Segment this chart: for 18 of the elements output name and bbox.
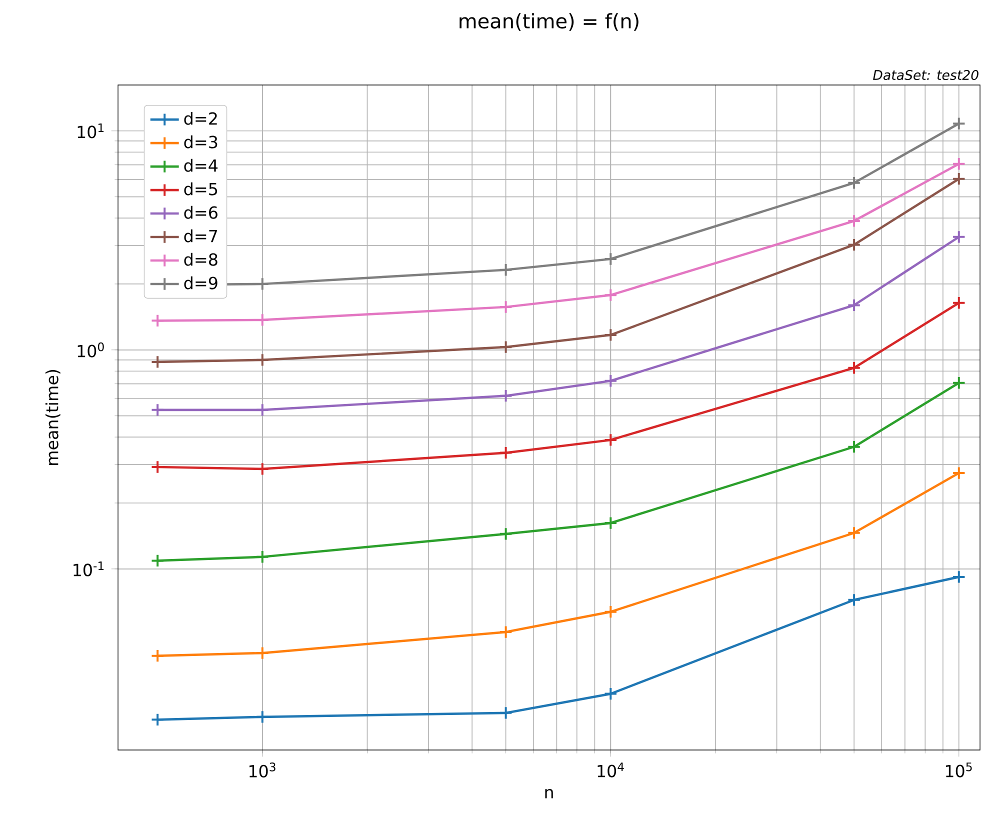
y-axis-title: mean(time) <box>45 370 60 465</box>
y-tick-label: 10$^{0}$ <box>78 342 104 358</box>
legend-label: d=4 <box>184 158 218 172</box>
y-tick-label: 10$^{1}$ <box>78 124 104 138</box>
chart-title: mean(time) = f(n) <box>460 13 638 31</box>
legend-label: d=2 <box>184 112 217 125</box>
x-tick-label: 10$^{3}$ <box>250 762 276 778</box>
x-axis-title: n <box>545 788 553 798</box>
legend-label: d=5 <box>184 182 218 196</box>
legend-label: d=6 <box>184 206 218 219</box>
legend-label: d=9 <box>184 276 218 290</box>
y-tick-label: 10$^{-1}$ <box>74 562 104 576</box>
text: DataSet: test20 <box>873 70 978 80</box>
x-tick-label: 10$^{5}$ <box>946 762 972 778</box>
legend-label: d=8 <box>184 252 218 266</box>
legend-label: d=7 <box>184 229 218 242</box>
legend-label: d=3 <box>184 135 218 148</box>
x-tick-label: 10$^{4}$ <box>598 762 624 778</box>
